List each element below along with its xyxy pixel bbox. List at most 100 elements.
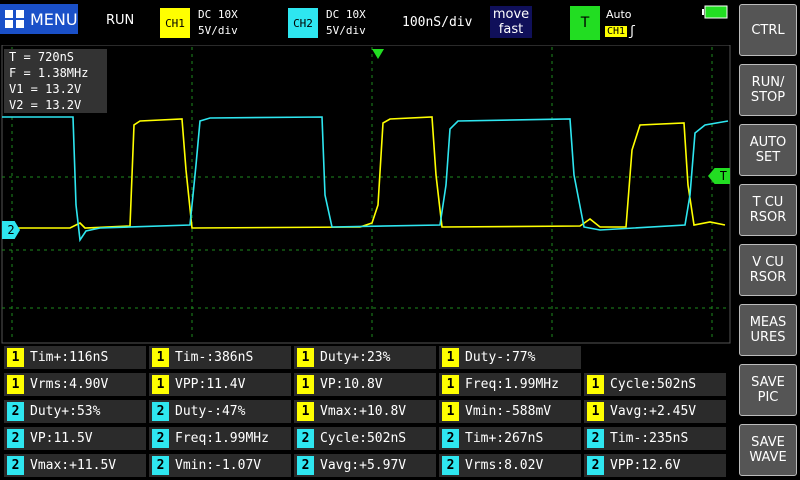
ch2-badge[interactable]: CH2 xyxy=(288,8,318,38)
cursor-line: V1 = 13.2V xyxy=(9,82,82,96)
button-label: SAVE xyxy=(751,375,785,390)
ch2-marker: 2 xyxy=(2,221,20,239)
channel-badge: 2 xyxy=(297,429,314,448)
channel-badge: 2 xyxy=(7,402,24,421)
measure-value: +11.5V xyxy=(69,458,117,473)
measure-value: 1.99MHz xyxy=(214,431,269,446)
measure-label: Vmin: xyxy=(465,404,505,419)
mode-box[interactable]: move fast xyxy=(490,6,532,38)
measure-label: VP: xyxy=(30,431,54,446)
button-label: WAVE xyxy=(749,450,787,465)
measure-cell: 1 VP: 10.8V xyxy=(294,373,436,396)
measure-value: 386nS xyxy=(214,350,254,365)
measure-value: 1.99MHz xyxy=(504,377,559,392)
side-button[interactable]: AUTO SET xyxy=(739,124,797,176)
measure-label: Vmin: xyxy=(175,458,215,473)
measure-value: +2.45V xyxy=(649,404,697,419)
button-label: SAVE xyxy=(751,435,785,450)
measure-cell: 2 Vavg: +5.97V xyxy=(294,454,436,477)
button-label: MEAS xyxy=(749,315,787,330)
channel-badge: 1 xyxy=(152,348,169,367)
measure-cell: 2 Duty-: 47% xyxy=(149,400,291,423)
button-label: URES xyxy=(750,330,786,345)
measure-value: 267nS xyxy=(504,431,544,446)
trigger-marker: T xyxy=(708,168,730,184)
ch2-coupling: DC 10X xyxy=(326,8,366,21)
channel-badge: 2 xyxy=(7,456,24,475)
measure-cell: 2 Vmin: -1.07V xyxy=(149,454,291,477)
cursor-info: T = 720nS F = 1.38MHz V1 = 13.2V V2 = 13.2V xyxy=(4,49,107,113)
measure-label: VPP: xyxy=(610,458,642,473)
measure-value: 502nS xyxy=(656,377,697,392)
button-label: PIC xyxy=(757,390,779,405)
measure-value: +5.97V xyxy=(359,458,407,473)
measure-label: Vavg: xyxy=(610,404,650,419)
channel-badge: 2 xyxy=(587,456,604,475)
measure-label: Vavg: xyxy=(320,458,360,473)
mode-line: move xyxy=(492,7,530,22)
channel-badge: 1 xyxy=(152,375,169,394)
measure-cell: 1 Duty-: 77% xyxy=(439,346,581,369)
measure-label: Tim+: xyxy=(465,431,505,446)
ch1-badge[interactable]: CH1 xyxy=(160,8,190,38)
measure-value: 502nS xyxy=(366,431,407,446)
channel-badge: 1 xyxy=(442,348,459,367)
ch1-scale: 5V/div xyxy=(198,24,238,37)
measure-label: Duty+: xyxy=(30,404,77,419)
measure-value: 12.6V xyxy=(641,458,681,473)
measure-label: Cycle: xyxy=(610,377,657,392)
button-label: CTRL xyxy=(751,22,785,38)
measure-cell: 1 Duty+: 23% xyxy=(294,346,436,369)
cursor-line: T = 720nS xyxy=(9,50,75,64)
measure-label: Duty-: xyxy=(175,404,222,419)
measure-label: Tim-: xyxy=(610,431,650,446)
measure-cell: 2 Cycle: 502nS xyxy=(294,427,436,450)
measure-value: -588mV xyxy=(504,404,552,419)
side-button[interactable]: V CU RSOR xyxy=(739,244,797,296)
side-button[interactable]: T CU RSOR xyxy=(739,184,797,236)
channel-badge: 1 xyxy=(7,348,24,367)
side-button[interactable]: RUN/STOP xyxy=(739,64,797,116)
button-label: RSOR xyxy=(749,210,787,225)
channel-badge: 2 xyxy=(7,429,24,448)
channel-badge: 2 xyxy=(442,456,459,475)
channel-badge: 2 xyxy=(442,429,459,448)
channel-badge: 1 xyxy=(7,375,24,394)
measure-label: VP: xyxy=(320,377,344,392)
timebase: 100nS/div xyxy=(402,15,473,30)
measure-cell: 1 VPP: 11.4V xyxy=(149,373,291,396)
channel-badge: 1 xyxy=(297,375,314,394)
measure-value: +10.8V xyxy=(359,404,407,419)
measure-label: Tim-: xyxy=(175,350,215,365)
side-button[interactable]: MEAS URES xyxy=(739,304,797,356)
channel-badge: 1 xyxy=(442,402,459,421)
waveform-area xyxy=(1,45,731,344)
measure-label: Vrms: xyxy=(30,377,70,392)
measure-value: 11.4V xyxy=(206,377,246,392)
trigger-badge[interactable]: T xyxy=(570,6,600,40)
menu-button[interactable]: MENU xyxy=(0,4,78,34)
measure-cell: 1 Tim-: 386nS xyxy=(149,346,291,369)
button-label: SET xyxy=(755,150,781,165)
measure-cell: 1 Tim+: 116nS xyxy=(4,346,146,369)
channel-badge: 1 xyxy=(297,402,314,421)
measure-value: 10.8V xyxy=(343,377,383,392)
run-status: RUN xyxy=(106,13,135,28)
measure-cell: 1 Vavg: +2.45V xyxy=(584,400,726,423)
channel-badge: 2 xyxy=(152,402,169,421)
trigger-source: CH1 xyxy=(605,26,628,37)
measure-label: Cycle: xyxy=(320,431,367,446)
ch1-coupling: DC 10X xyxy=(198,8,238,21)
measure-cell: 2 Duty+: 53% xyxy=(4,400,146,423)
button-label: AUTO xyxy=(749,135,787,150)
side-button[interactable]: CTRL xyxy=(739,4,797,56)
button-label: RSOR xyxy=(749,270,787,285)
side-button[interactable]: SAVE WAVE xyxy=(739,424,797,476)
measure-label: Vrms: xyxy=(465,458,505,473)
channel-badge: 2 xyxy=(587,429,604,448)
button-label: RUN/ xyxy=(751,75,785,90)
side-button[interactable]: SAVE PIC xyxy=(739,364,797,416)
trigger-edge: ʃ xyxy=(628,24,636,39)
measure-value: 77% xyxy=(511,350,536,365)
